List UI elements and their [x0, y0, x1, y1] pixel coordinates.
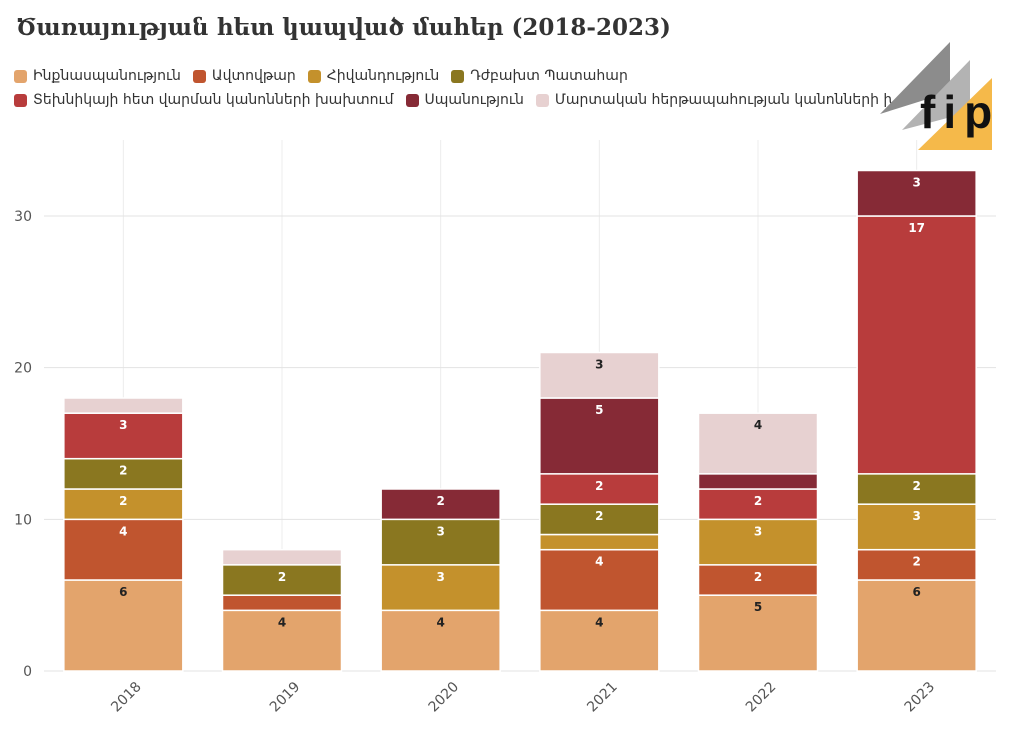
legend-item[interactable]: Ավտովթար — [192, 68, 296, 84]
x-tick-label: 2018 — [108, 679, 145, 716]
bar-segment — [380, 488, 501, 521]
legend-label: Ավտովթար — [211, 68, 296, 84]
x-tick-label: 2021 — [584, 679, 621, 716]
legend-swatch — [307, 69, 321, 83]
legend-swatch — [535, 93, 549, 107]
data-label: 3 — [436, 524, 444, 538]
bar-segment — [539, 351, 660, 399]
data-label: 17 — [908, 221, 925, 235]
data-label: 2 — [754, 570, 762, 584]
data-label: 3 — [912, 509, 920, 523]
logo-text: fip — [920, 86, 992, 138]
bar-segment — [63, 579, 184, 672]
bar-segment — [380, 609, 501, 672]
bar-segment — [221, 548, 343, 566]
bar-segment — [221, 564, 343, 596]
legend-item[interactable]: Դժբախտ Պատահար — [451, 68, 628, 84]
data-label: 6 — [912, 585, 920, 599]
x-tick-label: 2023 — [902, 679, 939, 716]
data-label: 2 — [754, 494, 762, 508]
data-label: 2 — [595, 479, 603, 493]
data-label: 4 — [119, 524, 127, 538]
legend-row-1: Ինքնասպանություն Ավտովթար Հիվանդություն Դժբ… — [14, 68, 640, 84]
bar-segment — [697, 518, 819, 566]
legend-label: Սպանություն — [424, 92, 524, 108]
legend-item[interactable]: Տեխնիկայի հետ վարման կանոնների խախտում — [14, 92, 394, 108]
y-tick-label: 20 — [14, 361, 32, 377]
bar-segment — [221, 609, 343, 672]
bar-segment — [380, 564, 501, 612]
legend-item[interactable]: Մարտական հերթապահության կանոնների խախտու… — [535, 92, 894, 108]
bar-segment — [63, 412, 184, 460]
data-label: 4 — [595, 555, 603, 569]
bar-segment — [539, 473, 660, 505]
data-label: 2 — [119, 464, 127, 478]
data-label: 2 — [912, 479, 920, 493]
data-label: 2 — [436, 494, 444, 508]
legend-item[interactable]: Հիվանդություն — [307, 68, 440, 84]
y-tick-label: 0 — [23, 664, 32, 680]
y-tick-label: 10 — [14, 512, 32, 528]
legend-label: Հիվանդություն — [326, 68, 440, 84]
bar-segment — [539, 548, 660, 612]
legend-label: Տեխնիկայի հետ վարման կանոնների խախտում — [33, 92, 394, 108]
data-label: 5 — [595, 403, 603, 417]
legend-label: Մարտական հերթապահության կանոնների խախտու… — [554, 92, 894, 108]
bar-segment — [856, 503, 977, 551]
bar-segment — [697, 564, 819, 596]
bar-segment — [697, 594, 819, 672]
chart-title: Ծառայության հետ կապված մահեր (2018-2023) — [16, 14, 671, 41]
legend-swatch — [405, 93, 419, 107]
data-label: 4 — [754, 418, 762, 432]
legend-item[interactable]: Սպանություն — [405, 92, 524, 108]
bar-segment — [63, 397, 184, 414]
data-label: 3 — [436, 570, 444, 584]
data-label: 3 — [595, 358, 603, 372]
bar-segment — [539, 397, 660, 475]
legend-label: Դժբախտ Պատահար — [470, 68, 628, 84]
y-tick-label: 30 — [14, 209, 32, 225]
data-label: 2 — [595, 509, 603, 523]
fip-logo: fip — [880, 42, 992, 150]
data-label: 2 — [912, 555, 920, 569]
data-label: 3 — [912, 176, 920, 190]
bar-segment — [697, 473, 819, 490]
bar-segment — [380, 518, 501, 566]
bar-segment — [856, 169, 977, 217]
x-tick-label: 2020 — [426, 679, 463, 716]
data-label: 2 — [119, 494, 127, 508]
bar-segment — [539, 503, 660, 536]
bar-segment — [697, 412, 819, 475]
x-tick-label: 2022 — [743, 679, 780, 716]
data-label: 6 — [119, 585, 127, 599]
bar-segment — [221, 594, 343, 612]
legend-swatch — [14, 69, 27, 83]
data-label: 3 — [119, 418, 127, 432]
data-label: 4 — [278, 615, 286, 629]
data-label: 4 — [436, 615, 444, 629]
data-label: 3 — [754, 524, 762, 538]
data-label: 2 — [278, 570, 286, 584]
bar-segment — [539, 533, 660, 551]
legend-swatch — [14, 93, 27, 107]
legend-item[interactable]: Ինքնասպանություն — [14, 68, 181, 84]
bar-segment — [63, 518, 184, 581]
legend-swatch — [451, 69, 465, 83]
bar-segment — [856, 548, 977, 581]
bar-segment — [856, 473, 977, 505]
bar-segment — [63, 488, 184, 521]
bar-segment — [856, 215, 977, 475]
data-label: 4 — [595, 615, 603, 629]
data-label: 5 — [754, 600, 762, 614]
legend-row-2: Տեխնիկայի հետ վարման կանոնների խախտում Սպ… — [14, 92, 894, 108]
x-tick-label: 2019 — [267, 679, 304, 716]
legend-swatch — [192, 69, 206, 83]
legend-label: Ինքնասպանություն — [33, 68, 181, 84]
